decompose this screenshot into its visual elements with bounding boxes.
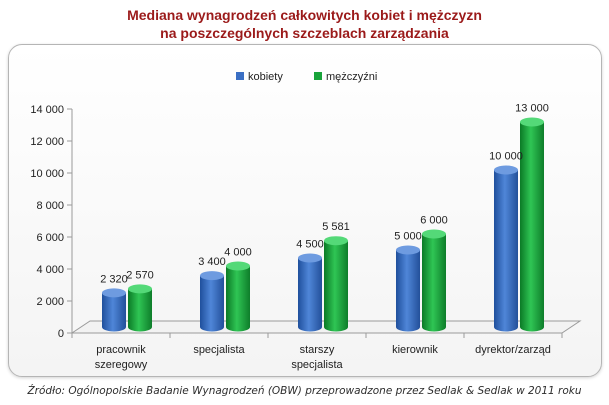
y-tick-label: 6 000 — [36, 232, 64, 244]
bar-kobiety — [494, 165, 518, 332]
data-label: 4 500 — [296, 239, 324, 251]
y-tick-label: 2 000 — [36, 296, 64, 308]
chart-title-line2: na poszczególnych szczeblach zarządzania — [160, 25, 449, 41]
data-label: 3 400 — [198, 256, 226, 268]
legend-label: kobiety — [248, 71, 283, 83]
y-tick-label: 10 000 — [30, 168, 64, 180]
data-label: 4 000 — [224, 247, 252, 259]
data-label: 2 320 — [100, 273, 128, 285]
data-label: 5 000 — [394, 231, 422, 243]
x-tick-label: kierownik — [392, 344, 438, 356]
chart-title-line1: Mediana wynagrodzeń całkowitych kobiet i… — [127, 7, 482, 23]
bar-kobiety — [102, 288, 126, 332]
y-tick-label: 8 000 — [36, 200, 64, 212]
bar-mezczyzni — [226, 261, 250, 332]
bar-kobiety — [200, 271, 224, 332]
x-tick-label: starszy specjalista — [291, 344, 343, 371]
data-label: 2 570 — [126, 269, 154, 281]
bar-kobiety — [298, 253, 322, 332]
data-label: 13 000 — [515, 103, 549, 115]
legend-swatch — [314, 72, 322, 80]
x-tick-label: dyrektor/zarząd — [475, 344, 551, 356]
x-tick-label: pracownik szeregowy — [95, 344, 148, 371]
bar-kobiety — [396, 245, 420, 332]
bar-mezczyzni — [520, 117, 544, 332]
bar-chart: 0 2 000 4 000 6 000 8 000 10 000 12 000 14 000 p… — [30, 71, 582, 371]
y-tick-label: 0 — [58, 328, 64, 340]
legend-swatch — [236, 72, 244, 80]
source-note: Źródło: Ogólnopolskie Badanie Wynagrodze… — [27, 385, 582, 397]
data-label: 10 000 — [489, 151, 523, 163]
x-tick-label: specjalista — [193, 344, 245, 356]
y-tick-label: 14 000 — [30, 104, 64, 116]
bar-mezczyzni — [128, 284, 152, 332]
legend: kobiety mężczyźni — [236, 71, 377, 83]
y-tick-label: 4 000 — [36, 264, 64, 276]
bar-mezczyzni — [422, 229, 446, 332]
legend-label: mężczyźni — [326, 71, 377, 83]
bar-mezczyzni — [324, 236, 348, 332]
data-label: 5 581 — [322, 221, 350, 233]
y-tick-label: 12 000 — [30, 136, 64, 148]
data-label: 6 000 — [420, 215, 448, 227]
chart-title: Mediana wynagrodzeń całkowitych kobiet i… — [0, 6, 609, 42]
